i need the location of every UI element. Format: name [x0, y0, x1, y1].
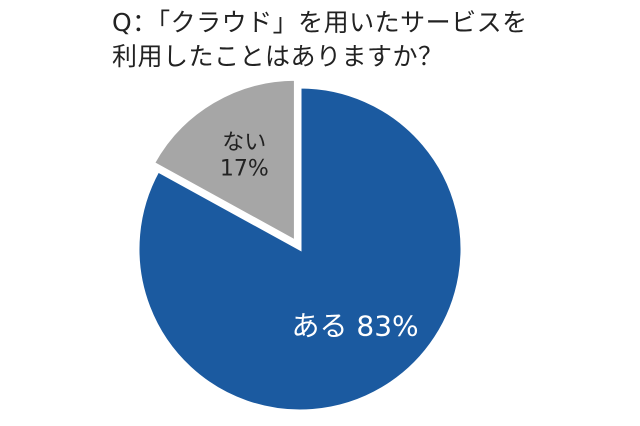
chart-title: Q：「クラウド」を用いたサービスを 利用したことはありますか？	[112, 6, 552, 74]
pie-label-aru: ある 83%	[292, 310, 419, 343]
pie-slice-nai	[151, 77, 297, 244]
pie-label-nai: ない 17%	[220, 130, 269, 181]
pie-slices	[136, 77, 464, 413]
chart-title-line-2: 利用したことはありますか？	[112, 42, 444, 71]
pie-labels: ある 83% ない 17%	[220, 130, 419, 342]
chart-title-line-1: Q：「クラウド」を用いたサービスを	[112, 8, 528, 37]
pie-slice-aru	[136, 85, 464, 413]
